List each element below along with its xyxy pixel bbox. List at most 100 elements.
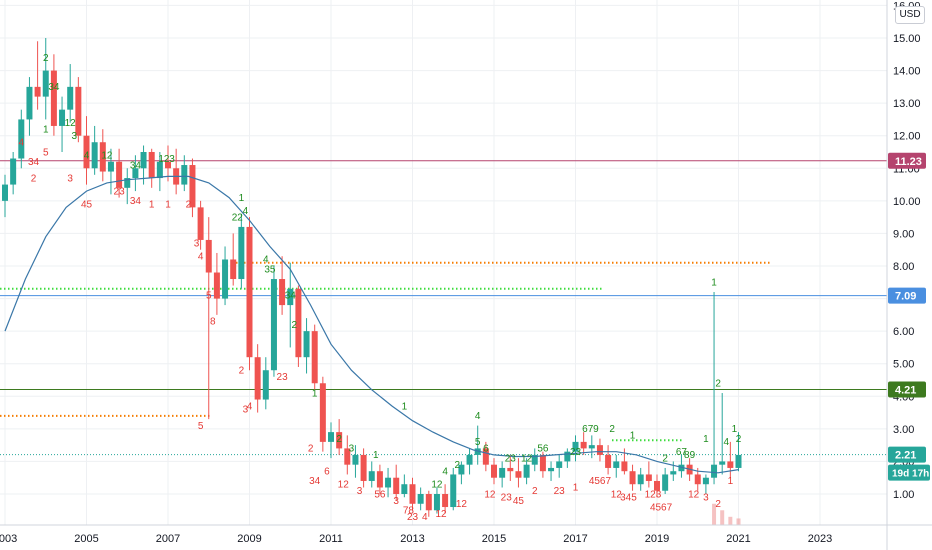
price-tag-bg: [888, 152, 926, 169]
count-annotation: 1: [732, 424, 738, 435]
bar-countdown-label: 19d 17h: [892, 469, 929, 480]
count-annotation: 67: [582, 424, 594, 435]
count-annotation: 1: [149, 199, 155, 210]
price-tick-label: 13.00: [893, 98, 921, 110]
candle-body: [580, 441, 587, 449]
candle-body: [605, 454, 612, 468]
candle-body: [393, 477, 400, 494]
count-annotation: 12: [435, 509, 447, 520]
candle-body: [523, 464, 530, 478]
candle-body: [230, 259, 237, 280]
count-annotation: 2: [715, 379, 721, 390]
candle-body: [83, 135, 90, 169]
price-tick-label: 3.00: [893, 424, 914, 436]
candle-body: [694, 474, 701, 485]
count-annotation: 3: [67, 173, 73, 184]
count-annotation: 56: [537, 444, 549, 455]
candle-body: [507, 467, 514, 472]
candle-body: [629, 471, 636, 485]
candle-body: [491, 464, 497, 478]
candle-body: [458, 464, 465, 475]
count-annotation: 1: [373, 450, 379, 461]
count-annotation: 34: [130, 196, 142, 207]
candle-body: [556, 461, 563, 468]
count-annotation: 35: [264, 265, 276, 276]
count-annotation: 2: [609, 424, 615, 435]
count-annotation: 4: [247, 401, 253, 412]
count-annotation: 12: [611, 489, 623, 500]
candle-body: [539, 454, 546, 472]
time-tick-label: 2007: [156, 533, 180, 545]
chart-grid: [0, 0, 887, 525]
count-annotation: 12: [158, 154, 170, 165]
candle-body: [246, 226, 253, 358]
candle-body: [621, 461, 628, 472]
count-annotation: 2: [186, 199, 192, 210]
candle-body: [107, 161, 114, 172]
last-price-tag-bg: [888, 446, 926, 463]
price-tick-label: 6.00: [893, 326, 914, 338]
count-annotation: 1: [703, 434, 709, 445]
count-annotation: 9: [593, 424, 599, 435]
candle-body: [702, 477, 709, 485]
candle-body: [75, 86, 82, 136]
time-tick-label: 2021: [726, 533, 750, 545]
candle-body: [376, 471, 383, 488]
candle-body: [50, 70, 57, 126]
count-annotation: 12: [456, 499, 468, 510]
candle-body: [10, 158, 17, 185]
price-tag: 7.09: [895, 291, 916, 303]
currency-button[interactable]: USD: [895, 6, 925, 24]
count-annotation: 1: [728, 476, 734, 487]
candle-body: [34, 86, 41, 97]
count-annotation: 12: [65, 118, 77, 129]
count-annotation: 1: [239, 193, 245, 204]
candle-body: [311, 331, 318, 384]
horizontal-price-lines: [0, 160, 887, 390]
candle-body: [572, 441, 579, 452]
count-annotation: 3: [169, 154, 175, 165]
candle-body: [303, 331, 310, 358]
candle-body: [18, 119, 25, 159]
price-tags: 11.23 7.09 4.21 2.21 19d 17h: [888, 152, 930, 481]
price-tick-label: 5.00: [893, 359, 914, 371]
count-annotation: 1: [165, 199, 171, 210]
candle-body: [181, 165, 188, 185]
candle-body: [222, 259, 229, 299]
price-tick-label: 8.00: [893, 261, 914, 273]
candle-body: [588, 445, 595, 449]
price-tick-label: 12.00: [893, 131, 921, 143]
time-tick-label: 2009: [237, 533, 261, 545]
count-annotation: 3: [357, 486, 363, 497]
candle-body: [262, 370, 269, 400]
candle-body: [401, 484, 408, 494]
count-annotation: 2: [308, 444, 314, 455]
time-tick-label: 2015: [482, 533, 506, 545]
price-tick-label: 14.00: [893, 66, 921, 78]
candle-body: [466, 454, 473, 465]
count-annotation: 5: [43, 147, 49, 158]
count-annotation: 3: [243, 405, 249, 416]
time-tick-label: 2017: [563, 533, 587, 545]
candle-body: [140, 152, 147, 169]
countdown-tag-bg: [888, 464, 930, 481]
candle-body: [548, 467, 555, 472]
candle-body: [613, 461, 620, 468]
candle-body: [344, 448, 351, 465]
count-annotation: 4: [475, 411, 481, 422]
count-annotation: 34: [285, 291, 297, 302]
candle-body: [417, 494, 424, 504]
candle-body: [116, 161, 123, 188]
count-annotation: 4: [243, 206, 249, 217]
candle-body: [409, 484, 416, 504]
candle-body: [662, 474, 669, 491]
count-annotation: 123: [645, 489, 662, 500]
candle-body: [165, 161, 171, 169]
count-annotation: 2: [292, 320, 298, 331]
price-tick-label: 10.00: [893, 196, 921, 208]
count-annotation: 1: [573, 483, 579, 494]
count-annotation: 345: [620, 493, 637, 504]
candle-body: [719, 461, 726, 465]
candle-body: [515, 471, 522, 478]
